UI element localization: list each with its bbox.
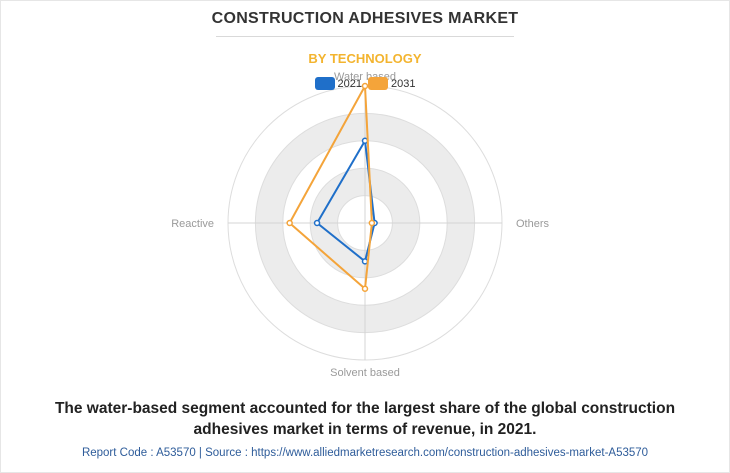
data-point-2031-reactive xyxy=(286,219,293,227)
legend-item-2031[interactable]: 2031 xyxy=(368,77,415,90)
legend-swatch-2031 xyxy=(368,77,388,90)
legend-label-2021: 2021 xyxy=(337,77,362,90)
title-divider xyxy=(216,36,514,37)
legend-item-2021[interactable]: 2021 xyxy=(314,77,362,90)
data-point-2031-solvent-based xyxy=(361,285,369,293)
chart-title: CONSTRUCTION ADHESIVES MARKET xyxy=(211,10,519,27)
chart-subtitle: BY TECHNOLOGY xyxy=(308,51,422,66)
legend-label-2031: 2031 xyxy=(391,77,416,90)
chart-caption: The water-based segment accounted for th… xyxy=(54,400,676,438)
data-point-2021-reactive xyxy=(313,219,321,227)
axis-label-solvent-based: Solvent based xyxy=(330,367,400,379)
data-point-2031-water-based xyxy=(361,82,369,90)
axis-label-others: Others xyxy=(516,218,550,230)
data-point-2031-others xyxy=(368,219,376,227)
report-footer: Report Code : A53570 | Source : https://… xyxy=(81,447,649,459)
legend: 2021 2031 xyxy=(0,77,730,90)
axis-label-reactive: Reactive xyxy=(171,218,214,230)
legend-swatch-2021 xyxy=(314,77,335,90)
